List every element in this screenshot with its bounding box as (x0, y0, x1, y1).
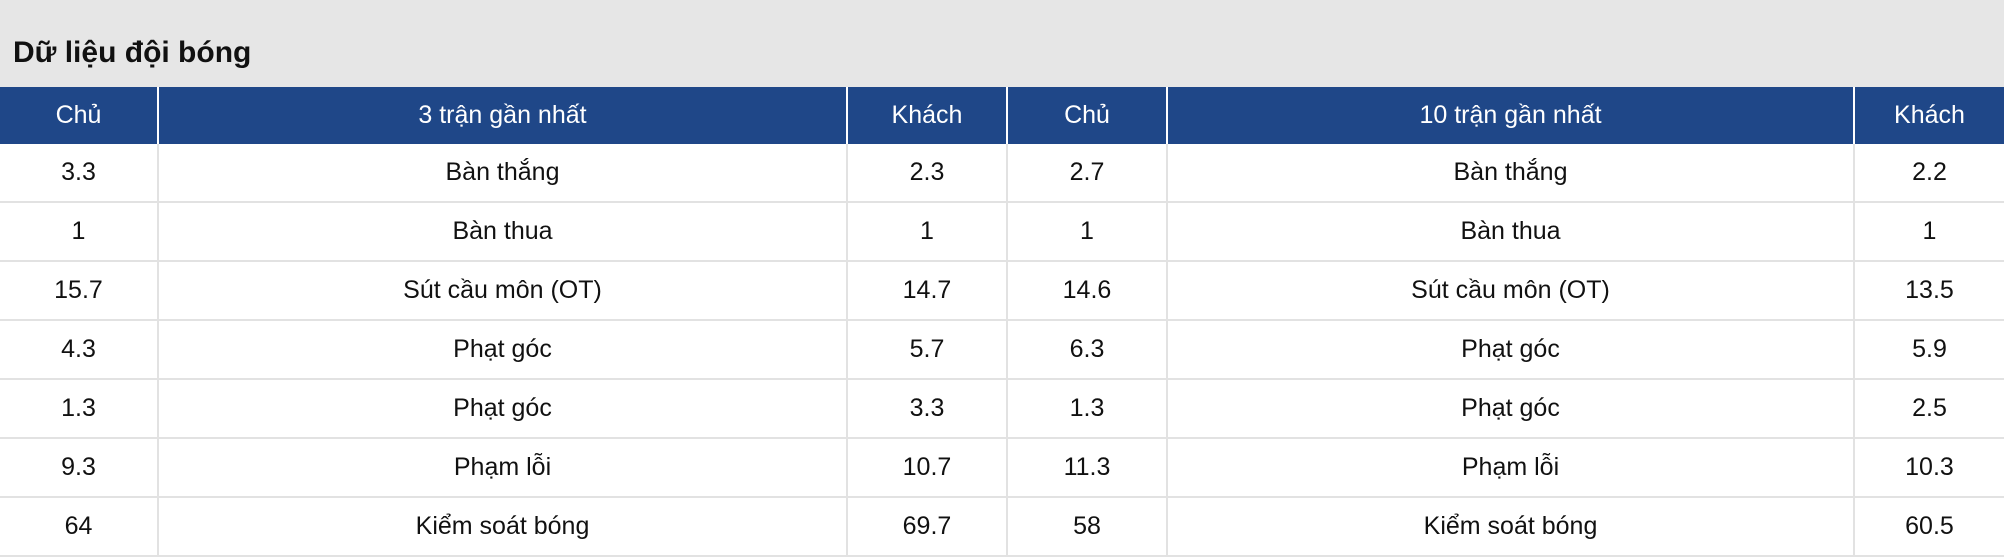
home-3-value: 64 (0, 497, 159, 557)
section-title: Dữ liệu đội bóng (13, 36, 252, 69)
stat-label-10: Bàn thắng (1166, 144, 1855, 203)
stat-label-3: Phạm lỗi (157, 438, 848, 498)
home-10-value: 6.3 (1006, 320, 1168, 380)
away-3-value: 3.3 (846, 379, 1008, 439)
stat-label-3: Sút cầu môn (OT) (157, 261, 848, 321)
home-10-value: 11.3 (1006, 438, 1168, 498)
home-10-value: 2.7 (1006, 144, 1168, 203)
home-3-value: 9.3 (0, 438, 159, 498)
stat-label-10: Kiểm soát bóng (1166, 497, 1855, 557)
away-3-value: 1 (846, 202, 1008, 262)
header-last-10: 10 trận gần nhất (1166, 87, 1854, 144)
away-3-value: 69.7 (846, 497, 1008, 557)
stat-label-3: Kiểm soát bóng (157, 497, 848, 557)
header-row: Chủ 3 trận gần nhất Khách Chủ 10 trận gầ… (0, 87, 2004, 144)
header-home: Chủ (1006, 87, 1167, 144)
table-row: 4.3 Phạt góc 5.7 6.3 Phạt góc 5.9 (0, 320, 2004, 380)
stat-label-3: Bàn thua (157, 202, 848, 262)
away-10-value: 60.5 (1853, 497, 2004, 557)
team-stats-table: Chủ 3 trận gần nhất Khách Chủ 10 trận gầ… (0, 87, 2004, 557)
stat-label-10: Sút cầu môn (OT) (1166, 261, 1855, 321)
stat-label-3: Bàn thắng (157, 144, 848, 203)
home-3-value: 4.3 (0, 320, 159, 380)
table-row: 64 Kiểm soát bóng 69.7 58 Kiểm soát bóng 60.5 (0, 497, 2004, 557)
stat-label-10: Bàn thua (1166, 202, 1855, 262)
home-10-value: 58 (1006, 497, 1168, 557)
away-10-value: 13.5 (1853, 261, 2004, 321)
away-10-value: 1 (1853, 202, 2004, 262)
away-10-value: 2.2 (1853, 144, 2004, 203)
away-3-value: 10.7 (846, 438, 1008, 498)
stat-label-3: Phạt góc (157, 320, 848, 380)
away-3-value: 14.7 (846, 261, 1008, 321)
header-away: Khách (1853, 87, 2004, 144)
header-last-3: 3 trận gần nhất (157, 87, 847, 144)
stat-label-10: Phạm lỗi (1166, 438, 1855, 498)
away-3-value: 5.7 (846, 320, 1008, 380)
header-home: Chủ (0, 87, 158, 144)
stat-label-10: Phạt góc (1166, 320, 1855, 380)
table-row: 1 Bàn thua 1 1 Bàn thua 1 (0, 202, 2004, 262)
stat-label-10: Phạt góc (1166, 379, 1855, 439)
home-3-value: 3.3 (0, 144, 159, 203)
table-row: 1.3 Phạt góc 3.3 1.3 Phạt góc 2.5 (0, 379, 2004, 439)
table-row: 3.3 Bàn thắng 2.3 2.7 Bàn thắng 2.2 (0, 144, 2004, 203)
stat-label-3: Phạt góc (157, 379, 848, 439)
away-10-value: 10.3 (1853, 438, 2004, 498)
away-10-value: 5.9 (1853, 320, 2004, 380)
table-row: 15.7 Sút cầu môn (OT) 14.7 14.6 Sút cầu môn … (0, 261, 2004, 321)
away-3-value: 2.3 (846, 144, 1008, 203)
home-10-value: 1.3 (1006, 379, 1168, 439)
table-row: 9.3 Phạm lỗi 10.7 11.3 Phạm lỗi 10.3 (0, 438, 2004, 498)
title-bar: Dữ liệu đội bóng (0, 0, 2004, 87)
home-3-value: 15.7 (0, 261, 159, 321)
home-10-value: 1 (1006, 202, 1168, 262)
home-10-value: 14.6 (1006, 261, 1168, 321)
away-10-value: 2.5 (1853, 379, 2004, 439)
home-3-value: 1 (0, 202, 159, 262)
home-3-value: 1.3 (0, 379, 159, 439)
header-away: Khách (846, 87, 1007, 144)
